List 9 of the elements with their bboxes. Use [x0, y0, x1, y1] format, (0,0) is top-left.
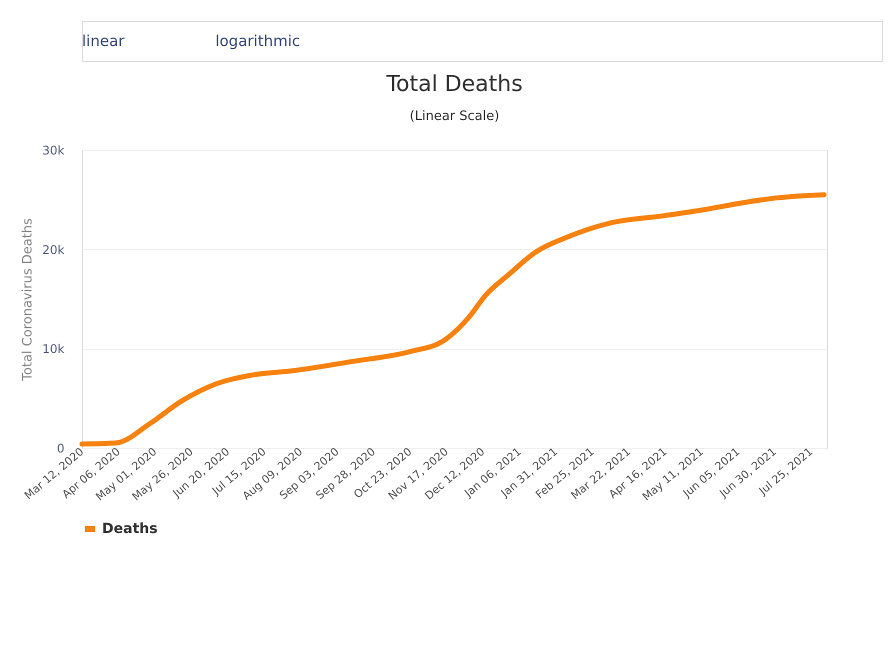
text: linear [82, 32, 126, 50]
legend-label: Deaths [102, 521, 158, 537]
y-tick-label: 30k [42, 144, 65, 158]
text: logarithmic [215, 32, 300, 50]
chart-subtitle: (Linear Scale) [410, 109, 500, 124]
y-tick-label: 20k [42, 242, 65, 257]
y-axis-title: Total Coronavirus Deaths [20, 218, 36, 382]
chart-title: Total Deaths [385, 72, 523, 97]
y-tick-label: 10k [42, 342, 65, 356]
